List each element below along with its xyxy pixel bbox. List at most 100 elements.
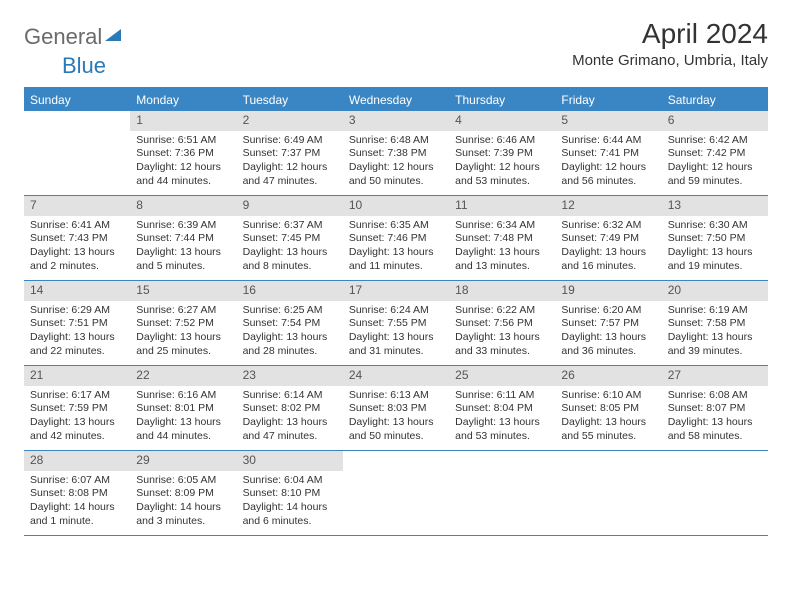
day-cell: 21Sunrise: 6:17 AMSunset: 7:59 PMDayligh… [24,366,130,450]
daylight-text: Daylight: 13 hours and 50 minutes. [349,416,443,443]
sunrise-text: Sunrise: 6:24 AM [349,304,443,318]
day-cell: 17Sunrise: 6:24 AMSunset: 7:55 PMDayligh… [343,281,449,365]
day-number: 13 [662,196,768,216]
day-cell: 11Sunrise: 6:34 AMSunset: 7:48 PMDayligh… [449,196,555,280]
daylight-text: Daylight: 12 hours and 53 minutes. [455,161,549,188]
day-cell: 26Sunrise: 6:10 AMSunset: 8:05 PMDayligh… [555,366,661,450]
daylight-text: Daylight: 13 hours and 58 minutes. [668,416,762,443]
sunset-text: Sunset: 8:10 PM [243,487,337,501]
day-details: Sunrise: 6:37 AMSunset: 7:45 PMDaylight:… [237,216,343,278]
day-cell: 12Sunrise: 6:32 AMSunset: 7:49 PMDayligh… [555,196,661,280]
day-cell: 4Sunrise: 6:46 AMSunset: 7:39 PMDaylight… [449,111,555,195]
sunset-text: Sunset: 7:52 PM [136,317,230,331]
day-cell: 6Sunrise: 6:42 AMSunset: 7:42 PMDaylight… [662,111,768,195]
sunrise-text: Sunrise: 6:41 AM [30,219,124,233]
day-details: Sunrise: 6:34 AMSunset: 7:48 PMDaylight:… [449,216,555,278]
sunset-text: Sunset: 7:41 PM [561,147,655,161]
day-cell [449,451,555,535]
day-number: 4 [449,111,555,131]
daylight-text: Daylight: 12 hours and 59 minutes. [668,161,762,188]
weekday-friday: Friday [555,89,661,111]
day-number: 1 [130,111,236,131]
sunset-text: Sunset: 8:09 PM [136,487,230,501]
day-cell: 24Sunrise: 6:13 AMSunset: 8:03 PMDayligh… [343,366,449,450]
day-number: 18 [449,281,555,301]
weekday-thursday: Thursday [449,89,555,111]
day-cell: 2Sunrise: 6:49 AMSunset: 7:37 PMDaylight… [237,111,343,195]
daylight-text: Daylight: 13 hours and 22 minutes. [30,331,124,358]
day-details: Sunrise: 6:17 AMSunset: 7:59 PMDaylight:… [24,386,130,448]
sunset-text: Sunset: 8:07 PM [668,402,762,416]
day-number: 30 [237,451,343,471]
sunset-text: Sunset: 7:42 PM [668,147,762,161]
sunset-text: Sunset: 7:37 PM [243,147,337,161]
sunset-text: Sunset: 8:05 PM [561,402,655,416]
day-cell: 19Sunrise: 6:20 AMSunset: 7:57 PMDayligh… [555,281,661,365]
sunset-text: Sunset: 8:04 PM [455,402,549,416]
calendar-page: General April 2024 Monte Grimano, Umbria… [0,0,792,536]
day-number: 10 [343,196,449,216]
logo-text-part2: Blue [62,53,106,78]
day-cell [555,451,661,535]
sunset-text: Sunset: 7:46 PM [349,232,443,246]
day-number: 15 [130,281,236,301]
day-cell: 15 Sunrise: 6:27 AMSunset: 7:52 PMDayligh… [130,281,236,365]
sunrise-text: Sunrise: 6:37 AM [243,219,337,233]
day-number: 11 [449,196,555,216]
daylight-text: Daylight: 13 hours and 25 minutes. [136,331,230,358]
day-number: 7 [24,196,130,216]
sunrise-text: Sunrise: 6:48 AM [349,134,443,148]
daylight-text: Daylight: 13 hours and 13 minutes. [455,246,549,273]
daylight-text: Daylight: 12 hours and 56 minutes. [561,161,655,188]
sunrise-text: Sunrise: 6:16 AM [136,389,230,403]
day-details: Sunrise: 6:19 AMSunset: 7:58 PMDaylight:… [662,301,768,363]
sunset-text: Sunset: 7:43 PM [30,232,124,246]
sunrise-text: Sunrise: 6:30 AM [668,219,762,233]
day-cell: 23Sunrise: 6:14 AMSunset: 8:02 PMDayligh… [237,366,343,450]
day-details: Sunrise: 6:13 AMSunset: 8:03 PMDaylight:… [343,386,449,448]
sunset-text: Sunset: 7:57 PM [561,317,655,331]
day-number: 9 [237,196,343,216]
day-cell: 10Sunrise: 6:35 AMSunset: 7:46 PMDayligh… [343,196,449,280]
day-cell [343,451,449,535]
day-cell [662,451,768,535]
day-details: Sunrise: 6:16 AMSunset: 8:01 PMDaylight:… [130,386,236,448]
daylight-text: Daylight: 12 hours and 50 minutes. [349,161,443,188]
sunrise-text: Sunrise: 6:10 AM [561,389,655,403]
week-row: 1Sunrise: 6:51 AMSunset: 7:36 PMDaylight… [24,111,768,196]
day-details: Sunrise: 6:22 AMSunset: 7:56 PMDaylight:… [449,301,555,363]
day-cell: 7Sunrise: 6:41 AMSunset: 7:43 PMDaylight… [24,196,130,280]
daylight-text: Daylight: 13 hours and 19 minutes. [668,246,762,273]
day-details: Sunrise: 6:48 AMSunset: 7:38 PMDaylight:… [343,131,449,193]
day-details: Sunrise: 6:46 AMSunset: 7:39 PMDaylight:… [449,131,555,193]
sunrise-text: Sunrise: 6:32 AM [561,219,655,233]
sunset-text: Sunset: 7:36 PM [136,147,230,161]
daylight-text: Daylight: 13 hours and 5 minutes. [136,246,230,273]
sunrise-text: Sunrise: 6:39 AM [136,219,230,233]
daylight-text: Daylight: 13 hours and 55 minutes. [561,416,655,443]
day-details: Sunrise: 6:10 AMSunset: 8:05 PMDaylight:… [555,386,661,448]
sunrise-text: Sunrise: 6:35 AM [349,219,443,233]
sunrise-text: Sunrise: 6:44 AM [561,134,655,148]
day-cell: 16Sunrise: 6:25 AMSunset: 7:54 PMDayligh… [237,281,343,365]
weekday-header-row: Sunday Monday Tuesday Wednesday Thursday… [24,89,768,111]
sunset-text: Sunset: 7:49 PM [561,232,655,246]
day-details: Sunrise: 6:29 AMSunset: 7:51 PMDaylight:… [24,301,130,363]
sunrise-text: Sunrise: 6:49 AM [243,134,337,148]
sunrise-text: Sunrise: 6:42 AM [668,134,762,148]
daylight-text: Daylight: 14 hours and 6 minutes. [243,501,337,528]
sunset-text: Sunset: 7:54 PM [243,317,337,331]
day-cell: 1Sunrise: 6:51 AMSunset: 7:36 PMDaylight… [130,111,236,195]
daylight-text: Daylight: 13 hours and 44 minutes. [136,416,230,443]
sunset-text: Sunset: 7:51 PM [30,317,124,331]
day-number: 26 [555,366,661,386]
sunset-text: Sunset: 7:45 PM [243,232,337,246]
weekday-tuesday: Tuesday [237,89,343,111]
day-cell: 20Sunrise: 6:19 AMSunset: 7:58 PMDayligh… [662,281,768,365]
sunset-text: Sunset: 7:48 PM [455,232,549,246]
day-number: 24 [343,366,449,386]
sunrise-text: Sunrise: 6:11 AM [455,389,549,403]
day-details: Sunrise: 6:07 AMSunset: 8:08 PMDaylight:… [24,471,130,533]
sunset-text: Sunset: 7:38 PM [349,147,443,161]
sunrise-text: Sunrise: 6:27 AM [136,304,230,318]
